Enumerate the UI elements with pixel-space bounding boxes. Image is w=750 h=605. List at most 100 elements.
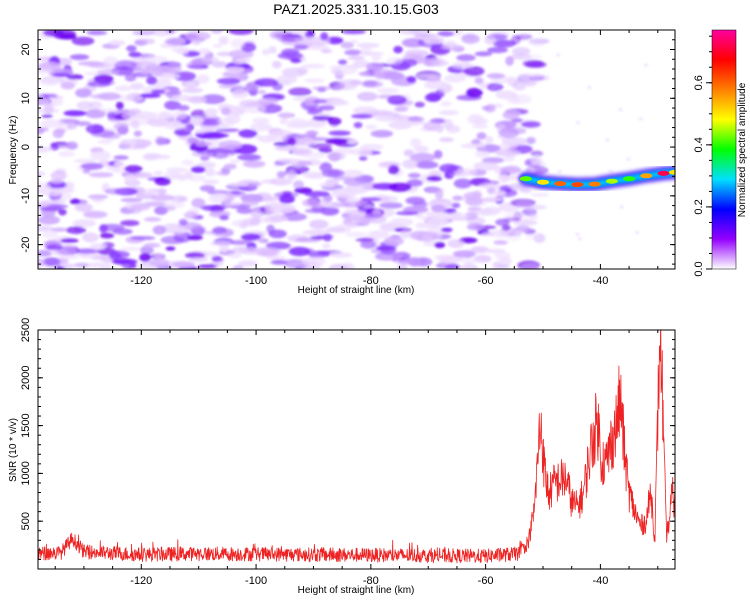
noise-blob	[125, 140, 137, 145]
noise-blob	[276, 158, 300, 164]
noise-blob	[249, 122, 273, 132]
noise-blob	[309, 219, 329, 229]
noise-blob	[325, 138, 348, 144]
y-tick-label: 2000	[20, 366, 32, 390]
noise-blob	[190, 166, 206, 174]
noise-blob	[402, 54, 425, 59]
noise-blob	[181, 87, 204, 94]
noise-blob	[302, 171, 328, 179]
spectrogram-x-axis-label: Height of straight line (km)	[298, 285, 415, 296]
noise-blob	[407, 172, 421, 179]
y-tick-label: 0	[20, 144, 32, 150]
noise-blob	[89, 243, 107, 251]
noise-blob	[60, 263, 75, 269]
noise-blob	[516, 201, 533, 209]
noise-blob	[124, 165, 143, 173]
noise-blob	[506, 235, 522, 242]
noise-blob	[384, 236, 404, 246]
noise-blob	[127, 92, 143, 102]
noise-blob	[130, 203, 151, 211]
x-tick-label: -40	[592, 275, 608, 287]
noise-blob	[140, 245, 154, 255]
noise-blob	[229, 159, 240, 164]
noise-blob	[264, 201, 283, 212]
noise-blob	[196, 74, 210, 84]
noise-blob	[206, 150, 217, 157]
noise-blob	[69, 54, 90, 61]
noise-blob	[97, 69, 119, 75]
noise-blob	[341, 30, 366, 35]
noise-blob	[476, 132, 487, 140]
noise-blob	[211, 61, 228, 68]
noise-blob	[152, 30, 171, 37]
noise-blob	[330, 252, 353, 258]
noise-blob	[177, 105, 190, 111]
noise-blob	[310, 235, 327, 240]
noise-blob	[406, 179, 424, 187]
noise-blob	[54, 128, 66, 134]
signal-peak	[519, 176, 532, 182]
noise-blob	[172, 94, 192, 102]
noise-blob	[402, 159, 419, 169]
noise-blob	[217, 117, 236, 127]
noise-blob	[74, 203, 93, 213]
noise-blob	[499, 173, 510, 183]
y-tick-label: -20	[20, 237, 32, 253]
noise-blob	[82, 169, 91, 174]
noise-blob	[378, 71, 405, 80]
noise-blob	[213, 43, 223, 48]
noise-blob	[430, 56, 445, 67]
noise-blob	[66, 74, 84, 80]
noise-blob	[80, 162, 104, 170]
noise-blob	[282, 191, 293, 196]
noise-blob	[130, 236, 156, 241]
noise-blob	[128, 51, 142, 58]
y-tick-label: -10	[20, 188, 32, 204]
noise-blob	[530, 192, 550, 197]
noise-blob	[475, 209, 492, 216]
noise-blob	[626, 157, 631, 161]
noise-blob	[368, 230, 390, 239]
noise-blob	[216, 51, 233, 57]
noise-blob	[57, 246, 77, 256]
signal-peak	[605, 178, 618, 184]
noise-blob	[83, 210, 108, 219]
noise-blob	[42, 230, 59, 239]
snr-series	[38, 330, 675, 564]
noise-blob	[184, 81, 197, 89]
x-tick-label: -120	[130, 575, 152, 587]
noise-blob	[153, 170, 164, 176]
noise-blob	[257, 89, 267, 95]
noise-blob	[451, 61, 474, 69]
noise-blob	[503, 217, 521, 222]
noise-blob	[66, 141, 78, 150]
noise-blob	[85, 124, 105, 134]
noise-blob	[38, 99, 50, 104]
noise-blob	[236, 207, 254, 214]
noise-blob	[362, 80, 378, 87]
noise-blob	[393, 45, 403, 54]
noise-blob	[345, 231, 368, 238]
noise-blob	[346, 64, 362, 69]
noise-blob	[365, 124, 378, 130]
noise-blob	[337, 223, 360, 229]
noise-blob	[186, 234, 203, 241]
noise-blob	[99, 108, 118, 113]
noise-blob	[451, 202, 461, 209]
noise-blob	[587, 86, 592, 90]
noise-blob	[38, 170, 46, 177]
noise-blob	[644, 63, 648, 67]
noise-blob	[241, 233, 261, 241]
noise-blob	[440, 101, 452, 107]
noise-blob	[106, 165, 120, 171]
noise-blob	[153, 78, 172, 88]
noise-blob	[73, 262, 91, 268]
noise-blob	[243, 84, 259, 93]
noise-blob	[638, 117, 643, 121]
noise-blob	[47, 98, 64, 107]
noise-blob	[288, 118, 309, 128]
noise-blob	[605, 138, 610, 142]
noise-blob	[318, 105, 335, 111]
noise-blob	[261, 48, 270, 56]
noise-blob	[60, 81, 75, 90]
